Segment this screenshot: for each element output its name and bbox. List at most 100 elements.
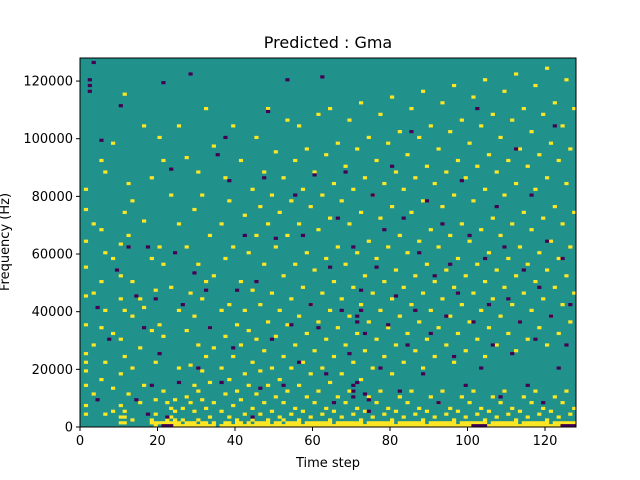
heatmap-cell-high — [316, 424, 321, 428]
heatmap-cell-high — [471, 389, 476, 393]
heatmap-cell-high — [390, 418, 395, 422]
heatmap-cell-high — [475, 262, 480, 266]
heatmap-cell-high — [320, 366, 325, 370]
heatmap-cell-high — [506, 412, 511, 416]
heatmap-cell-high — [339, 297, 344, 301]
heatmap-cell-high — [521, 421, 526, 425]
heatmap-cell-high — [324, 153, 329, 157]
heatmap-cell-high — [359, 421, 364, 425]
heatmap-cell-low — [370, 193, 375, 197]
heatmap-cell-low — [359, 288, 364, 292]
heatmap-cell-low — [378, 366, 383, 370]
heatmap-cell-low — [266, 109, 271, 114]
heatmap-cell-high — [366, 135, 371, 140]
heatmap-cell-high — [378, 308, 383, 312]
heatmap-cell-low — [521, 268, 526, 272]
heatmap-cell-low — [490, 343, 495, 347]
heatmap-cell-low — [351, 383, 356, 387]
heatmap-cell-high — [417, 424, 422, 428]
heatmap-cell-high — [382, 279, 387, 284]
heatmap-background — [80, 58, 576, 427]
heatmap-cell-high — [533, 421, 538, 425]
heatmap-cell-high — [192, 424, 197, 428]
heatmap-cell-high — [211, 144, 216, 148]
heatmap-cell-high — [300, 360, 306, 364]
heatmap-cell-low — [424, 199, 430, 203]
heatmap-cell-high — [157, 421, 162, 425]
heatmap-cell-high — [537, 326, 542, 330]
heatmap-cell-high — [312, 424, 317, 428]
heatmap-cell-high — [390, 421, 395, 425]
heatmap-cell-high — [533, 389, 538, 393]
heatmap-cell-high — [397, 421, 402, 425]
heatmap-cell-high — [297, 314, 302, 318]
heatmap-cell-high — [436, 424, 441, 428]
heatmap-cell-high — [165, 418, 170, 422]
heatmap-cell-high — [192, 421, 197, 425]
heatmap-cell-high — [297, 124, 302, 128]
heatmap-cell-high — [304, 251, 309, 255]
heatmap-cell-low — [452, 354, 457, 359]
heatmap-cell-high — [405, 331, 410, 336]
heatmap-cell-high — [235, 418, 240, 422]
heatmap-cell-low — [347, 352, 352, 356]
heatmap-cell-high — [556, 256, 561, 261]
heatmap-cell-high — [428, 424, 433, 428]
heatmap-cell-low — [343, 170, 348, 174]
heatmap-cell-high — [390, 205, 395, 209]
heatmap-cell-high — [184, 395, 189, 399]
heatmap-cell-high — [83, 403, 89, 408]
heatmap-cell-high — [498, 424, 503, 428]
heatmap-cell-high — [401, 424, 406, 428]
heatmap-cell-high — [169, 193, 174, 197]
heatmap-cell-high — [184, 328, 189, 333]
heatmap-cell-high — [277, 377, 282, 382]
heatmap-cell-low — [142, 326, 147, 330]
heatmap-cell-high — [223, 421, 228, 425]
heatmap-cell-high — [455, 256, 461, 261]
heatmap-cell-high — [293, 158, 298, 163]
heatmap-cell-high — [548, 239, 554, 243]
heatmap-cell-high — [312, 421, 317, 425]
heatmap-cell-high — [374, 337, 379, 341]
heatmap-cell-high — [316, 320, 321, 324]
heatmap-cell-high — [235, 424, 240, 428]
heatmap-cell-low — [355, 314, 360, 318]
heatmap-cell-high — [149, 418, 154, 422]
heatmap-cell-high — [393, 170, 399, 174]
heatmap-cell-high — [246, 424, 251, 428]
heatmap-cell-high — [266, 107, 271, 111]
heatmap-cell-high — [502, 285, 507, 289]
heatmap-cell-high — [463, 415, 468, 419]
heatmap-cell-high — [285, 233, 290, 238]
heatmap-cell-high — [149, 176, 154, 180]
heatmap-cell-high — [405, 251, 410, 255]
heatmap-cell-high — [401, 187, 406, 191]
heatmap-cell-high — [467, 239, 472, 243]
heatmap-cell-high — [545, 424, 550, 428]
heatmap-cell-high — [455, 424, 461, 428]
heatmap-cell-high — [452, 193, 457, 197]
heatmap-cell-high — [281, 176, 286, 180]
heatmap-cell-high — [421, 291, 426, 295]
heatmap-cell-high — [142, 383, 147, 387]
heatmap-cell-high — [378, 421, 383, 425]
heatmap-cell-low — [483, 256, 488, 261]
heatmap-cell-high — [541, 406, 546, 410]
heatmap-cell-high — [521, 291, 526, 295]
heatmap-cell-high — [130, 418, 135, 422]
heatmap-cell-high — [463, 424, 468, 428]
heatmap-cell-high — [211, 421, 216, 425]
heatmap-cell-high — [242, 213, 247, 217]
heatmap-cell-high — [533, 83, 538, 88]
plot-area — [80, 58, 576, 427]
heatmap-cell-high — [390, 372, 395, 376]
heatmap-cell-low — [351, 389, 356, 393]
heatmap-cell-high — [103, 412, 108, 416]
heatmap-cell-high — [180, 424, 185, 428]
heatmap-cell-high — [122, 415, 127, 419]
heatmap-cell-high — [564, 389, 569, 393]
heatmap-cell-high — [471, 291, 476, 295]
heatmap-cell-high — [521, 395, 526, 399]
heatmap-cell-high — [401, 415, 406, 419]
